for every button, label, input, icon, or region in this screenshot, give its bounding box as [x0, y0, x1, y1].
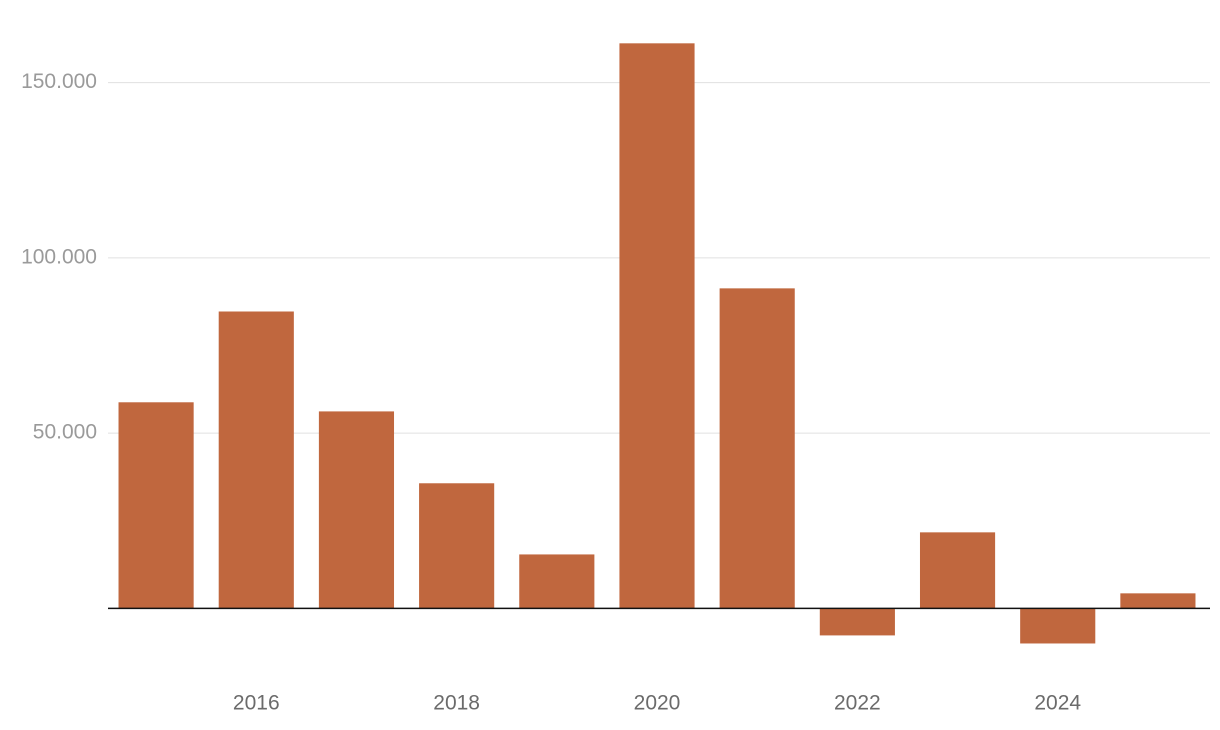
bar	[118, 402, 194, 609]
y-tick-label: 150.000	[21, 70, 97, 93]
bar	[419, 483, 495, 609]
bar	[318, 411, 395, 609]
bar	[1120, 593, 1196, 609]
bar	[919, 532, 996, 609]
x-tick-label: 2016	[233, 692, 280, 715]
bar	[719, 288, 795, 609]
bar	[218, 311, 294, 609]
bar	[619, 43, 695, 609]
bar	[519, 554, 595, 609]
x-tick-label: 2024	[1034, 692, 1081, 715]
x-tick-label: 2018	[433, 692, 480, 715]
bar	[1020, 608, 1096, 644]
y-tick-label: 100.000	[21, 245, 97, 268]
y-tick-label: 50.000	[33, 421, 97, 444]
x-tick-label: 2022	[834, 692, 881, 715]
bar	[819, 608, 895, 636]
x-tick-label: 2020	[634, 692, 681, 715]
